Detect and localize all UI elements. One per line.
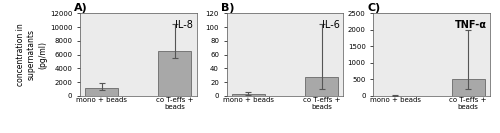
Bar: [232, 94, 265, 96]
Bar: [86, 88, 118, 96]
Text: B): B): [221, 3, 234, 13]
Y-axis label: concentration in
supernatants
(pg/ml): concentration in supernatants (pg/ml): [16, 23, 47, 86]
Text: A): A): [74, 3, 88, 13]
Text: IL-8: IL-8: [176, 20, 193, 30]
Text: TNF-α: TNF-α: [454, 20, 486, 30]
Bar: [158, 51, 192, 96]
Text: IL-6: IL-6: [322, 20, 340, 30]
Bar: [452, 79, 484, 96]
Bar: [305, 76, 338, 96]
Text: C): C): [368, 3, 381, 13]
